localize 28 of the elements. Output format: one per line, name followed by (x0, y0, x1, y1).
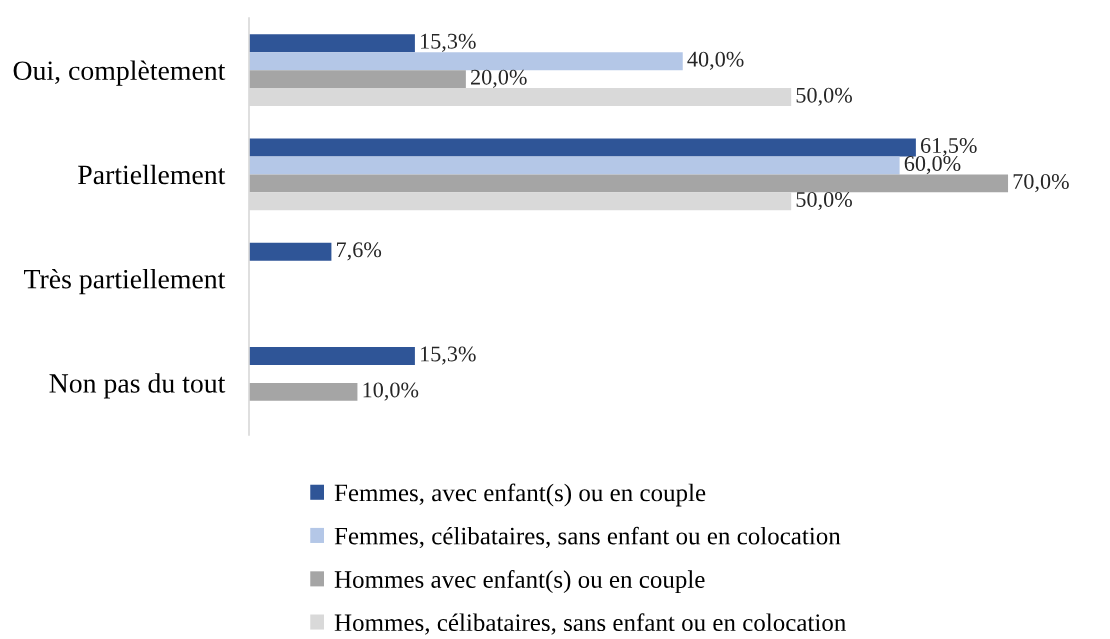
data-label: 15,3% (421, 33, 476, 52)
bar (249, 346, 415, 365)
data-label: 60,0% (904, 155, 961, 175)
bar (249, 52, 683, 71)
data-label: 50,0% (796, 191, 852, 211)
data-label: 70,0% (1013, 173, 1069, 193)
y-tick-label: Non pas du tout (49, 373, 226, 399)
data-label: 40,0% (687, 51, 744, 70)
legend-label: Femmes, célibataires, sans enfant ou en colocation (334, 526, 841, 549)
y-tick-label: Oui, complètement (13, 60, 226, 86)
legend-label: Hommes, célibataires, sans enfant ou en colocation (334, 613, 846, 635)
data-label: 15,3% (421, 346, 476, 365)
data-label: 50,0% (796, 87, 852, 106)
bar (249, 138, 916, 157)
bar (249, 242, 332, 261)
data-label: 10,0% (363, 382, 419, 401)
y-tick-label: Partiellement (78, 164, 226, 185)
y-tick-label: Très partiellement (24, 268, 226, 295)
legend-label: Hommes avec enfant(s) ou en couple (334, 570, 705, 594)
data-label: 7,6% (337, 242, 382, 261)
legend-label: Femmes, avec enfant(s) ou en couple (334, 483, 706, 507)
bar (249, 156, 900, 175)
data-label: 61,5% (921, 137, 977, 157)
bar (249, 70, 466, 89)
bar (249, 382, 358, 401)
bar (249, 174, 1009, 193)
bar (249, 34, 415, 53)
data-label: 20,0% (471, 69, 527, 88)
